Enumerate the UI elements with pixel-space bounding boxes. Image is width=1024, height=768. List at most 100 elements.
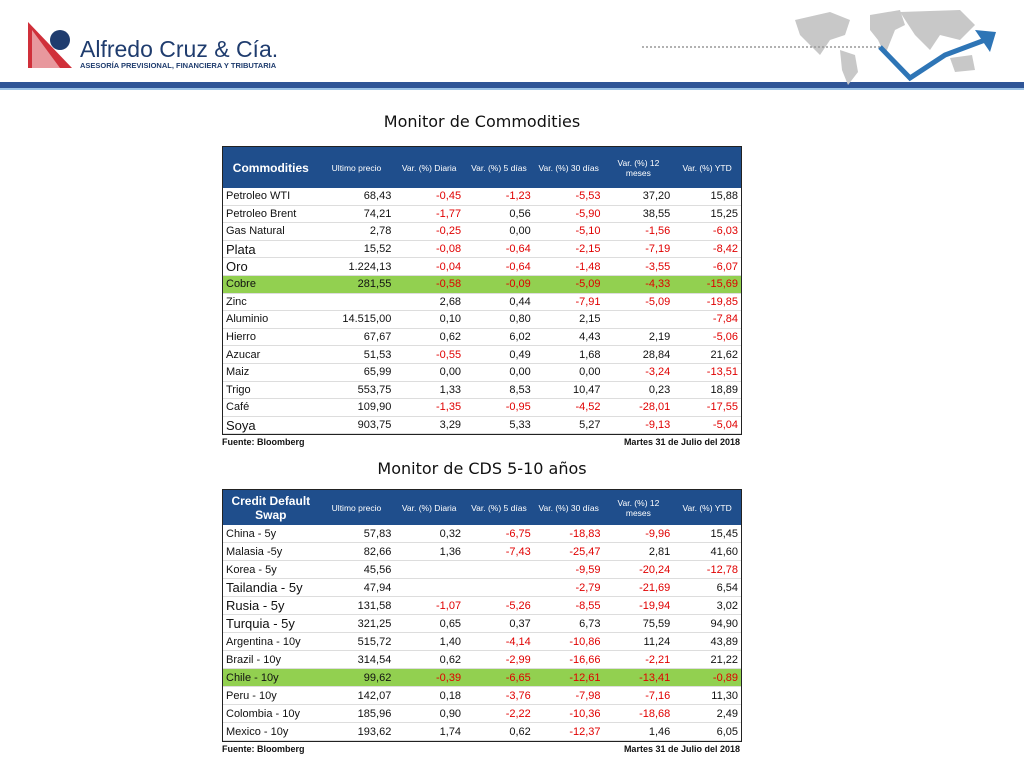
cell: -19,85: [706, 295, 738, 308]
cell: -28,01: [639, 401, 671, 414]
cell: -0,64: [505, 260, 531, 273]
logo-dot: [50, 30, 70, 50]
cell: 0,80: [509, 313, 531, 326]
cell: 68,43: [363, 190, 392, 203]
table-row: Petroleo WTI 68,43 -0,45 -1,23 -5,53 37,20 15,…: [223, 188, 741, 206]
cell: -0,89: [712, 671, 738, 684]
cell: -6,07: [712, 260, 738, 273]
row-label: Korea - 5y: [226, 563, 277, 576]
source: Fuente: Bloomberg: [222, 437, 305, 448]
row-label: Café: [226, 401, 250, 414]
column-header: Var. (%) Diaria: [401, 162, 457, 173]
cell: 6,73: [579, 617, 601, 630]
cell: -1,23: [505, 190, 531, 203]
cell: -0,39: [435, 671, 462, 684]
cell: 3,02: [716, 599, 738, 612]
cell: 281,55: [357, 278, 392, 291]
cell: 0,32: [439, 527, 462, 540]
cell: 0,00: [439, 366, 462, 379]
cell: 11,24: [643, 635, 671, 648]
cell: -6,65: [505, 671, 531, 684]
cell: -4,14: [505, 635, 531, 648]
table-title: Monitor de CDS 5-10 años: [377, 459, 587, 478]
cell: 10,47: [573, 383, 601, 396]
row-label: Aluminio: [226, 313, 269, 326]
table-row: Cobre 281,55 -0,58 -0,09 -5,09 -4,33 -15,69: [223, 275, 741, 294]
header-graphics: [0, 10, 1024, 90]
cell: 38,55: [642, 207, 671, 220]
table-row: Aluminio 14.515,00 0,10 0,80 2,15 -7,84: [223, 311, 741, 329]
cell: 1,36: [439, 545, 462, 558]
cell: 6,05: [716, 725, 738, 738]
cell: 0,37: [509, 617, 531, 630]
cell: -19,94: [639, 599, 671, 612]
cell: 67,67: [363, 331, 392, 344]
column-header: Var. (%) 30 días: [538, 502, 599, 513]
source: Fuente: Bloomberg: [222, 744, 305, 754]
cell: 11,30: [711, 689, 738, 702]
cell: 515,72: [357, 635, 392, 648]
cell: 1,46: [648, 725, 671, 738]
cell: 2,19: [648, 331, 671, 344]
row-label: Zinc: [226, 295, 247, 308]
table-row: Zinc 2,68 0,44 -7,91 -5,09 -19,85: [223, 293, 741, 312]
cell: 0,00: [579, 366, 601, 379]
logo-light: [32, 30, 60, 68]
row-label: Gas Natural: [226, 225, 285, 238]
column-header: Var. (%) 12 meses: [617, 497, 660, 518]
cell: 185,96: [357, 707, 392, 720]
cell: 5,33: [509, 419, 531, 432]
cell: 47,94: [363, 581, 392, 594]
table-row: Mexico - 10y 193,62 1,74 0,62 -12,37 1,46 6,05: [223, 723, 741, 741]
table-row: Turquia - 5y 321,25 0,65 0,37 6,73 75,59 94,90: [223, 615, 741, 633]
column-header: Ultimo precio: [331, 502, 382, 513]
cell: -7,19: [645, 243, 671, 256]
cell: -8,55: [575, 599, 601, 612]
cell: 82,66: [363, 545, 392, 558]
row-label: Petroleo Brent: [226, 207, 297, 220]
cell: -3,24: [645, 366, 671, 379]
column-header: Var. (%) 30 días: [538, 162, 599, 173]
cell: -7,43: [505, 545, 531, 558]
cell: 1,68: [579, 348, 601, 361]
row-label: Colombia - 10y: [226, 707, 300, 720]
cell: 142,07: [357, 689, 392, 702]
cell: -2,99: [505, 653, 531, 666]
table-row: Soya 903,75 3,29 5,33 5,27 -9,13 -5,04: [223, 416, 741, 435]
cell: 553,75: [357, 383, 392, 396]
cell: 321,25: [357, 617, 392, 630]
table-header: Credit Default Swap Ultimo precio Var. (%)…: [223, 490, 741, 525]
row-label: Oro: [226, 259, 248, 275]
table-row: Colombia - 10y 185,96 0,90 -2,22 -10,36 -18,6…: [223, 705, 741, 723]
table-row: Trigo 553,75 1,33 8,53 10,47 0,23 18,89: [223, 381, 741, 400]
cell: 2,15: [579, 313, 601, 326]
cell: 0,62: [439, 653, 462, 666]
cell: 15,52: [363, 243, 392, 256]
table-row: Brazil - 10y 314,54 0,62 -2,99 -16,66 -2,21 21…: [223, 651, 741, 669]
cell: 2,68: [439, 295, 462, 308]
cell: 99,62: [363, 671, 392, 684]
cell: -21,69: [639, 581, 671, 594]
table-header: Commodities Ultimo precio Var. (%) Diaria V…: [223, 147, 741, 188]
cell: 65,99: [363, 366, 392, 379]
cell: -5,53: [575, 190, 601, 203]
table-row: Azucar 51,53 -0,55 0,49 1,68 28,84 21,62: [223, 346, 741, 364]
table-row: Oro 1.224,13 -0,04 -0,64 -1,48 -3,55 -6,07: [223, 258, 741, 276]
cell: -0,09: [505, 278, 531, 291]
cell: -4,52: [575, 401, 601, 414]
cell: 21,62: [710, 348, 738, 361]
table: Commodities Ultimo precio Var. (%) Diaria V…: [222, 146, 742, 436]
cell: -0,25: [435, 225, 462, 238]
cell: -7,91: [575, 295, 601, 308]
column-header: Var. (%) 12 meses: [617, 157, 660, 178]
date: Martes 31 de Julio del 2018: [623, 437, 740, 448]
cell: 0,56: [509, 207, 531, 220]
cell: -0,58: [435, 278, 462, 291]
table-row: Maiz 65,99 0,00 0,00 0,00 -3,24 -13,51: [223, 363, 741, 382]
table-row: Hierro 67,67 0,62 6,02 4,43 2,19 -5,06: [223, 328, 741, 347]
column-header: Var. (%) Diaria: [401, 502, 457, 513]
cell: -7,16: [645, 689, 671, 702]
cell: 0,49: [509, 348, 531, 361]
cell: 37,20: [642, 190, 671, 203]
cell: -0,95: [505, 401, 531, 414]
